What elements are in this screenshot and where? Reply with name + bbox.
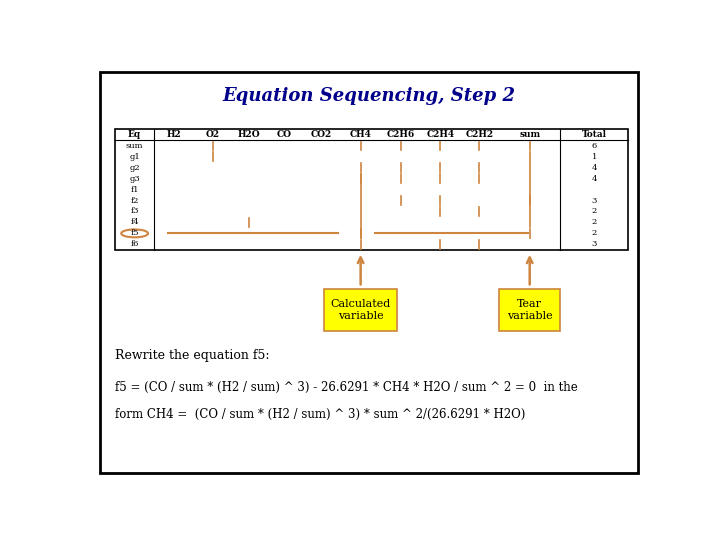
Text: form CH4 =  (CO / sum * (H2 / sum) ^ 3) * sum ^ 2/(26.6291 * H2O): form CH4 = (CO / sum * (H2 / sum) ^ 3) *…	[115, 408, 526, 421]
Text: CH4: CH4	[350, 130, 372, 139]
Text: 4: 4	[592, 174, 597, 183]
Text: f5 = (CO / sum * (H2 / sum) ^ 3) - 26.6291 * CH4 * H2O / sum ^ 2 = 0  in the: f5 = (CO / sum * (H2 / sum) ^ 3) - 26.62…	[115, 381, 578, 394]
Text: 2: 2	[592, 207, 597, 215]
Text: Total: Total	[582, 130, 607, 139]
Text: Tear
variable: Tear variable	[507, 299, 552, 321]
Text: C2H6: C2H6	[387, 130, 415, 139]
Text: f4: f4	[130, 218, 139, 226]
Text: 2: 2	[592, 230, 597, 238]
Text: 1: 1	[592, 153, 597, 161]
Text: Rewrite the equation f5:: Rewrite the equation f5:	[115, 349, 269, 362]
Text: f2: f2	[130, 197, 139, 205]
Text: g3: g3	[130, 174, 140, 183]
Text: H2O: H2O	[238, 130, 261, 139]
Text: f3: f3	[130, 207, 139, 215]
Bar	[115, 129, 629, 250]
Text: Calculated
variable: Calculated variable	[330, 299, 391, 321]
Ellipse shape	[121, 230, 148, 238]
Text: f5: f5	[130, 230, 139, 238]
Text: CO2: CO2	[310, 130, 332, 139]
Text: Equation Sequencing, Step 2: Equation Sequencing, Step 2	[222, 87, 516, 105]
Text: CO: CO	[276, 130, 292, 139]
Text: f1: f1	[130, 186, 139, 193]
Text: 6: 6	[592, 141, 597, 150]
Text: 3: 3	[592, 240, 597, 248]
Text: H2: H2	[166, 130, 181, 139]
Text: C2H2: C2H2	[465, 130, 493, 139]
Text: g1: g1	[130, 153, 140, 161]
Text: O2: O2	[206, 130, 220, 139]
FancyBboxPatch shape	[499, 289, 560, 331]
FancyBboxPatch shape	[324, 289, 397, 331]
Text: f6: f6	[130, 240, 139, 248]
Text: sum: sum	[126, 141, 143, 150]
Text: Eq: Eq	[128, 130, 141, 139]
Text: f5: f5	[130, 230, 139, 238]
Text: 4: 4	[592, 164, 597, 172]
Text: g2: g2	[130, 164, 140, 172]
Text: sum: sum	[519, 130, 540, 139]
Text: C2H4: C2H4	[426, 130, 454, 139]
Text: 3: 3	[592, 197, 597, 205]
Text: 2: 2	[592, 218, 597, 226]
